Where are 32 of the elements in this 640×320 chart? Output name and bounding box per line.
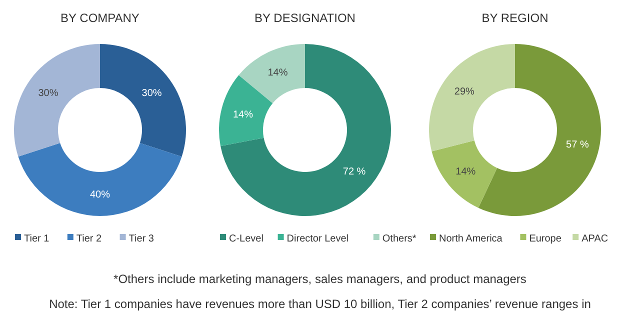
data-label: 40% [90, 190, 110, 200]
data-label: 14% [456, 166, 476, 178]
legend-label: Tier 1 [24, 234, 50, 244]
chart-title: BY COMPANY [60, 11, 140, 25]
donut-slice [432, 140, 498, 208]
legend-label: North America [439, 234, 503, 244]
data-label: 14% [268, 68, 288, 79]
data-label: 57 % [566, 139, 589, 150]
data-label: 72 % [342, 166, 366, 178]
donut-slice [14, 44, 100, 157]
chart-title: BY DESIGNATION [254, 11, 356, 25]
donut-slice [100, 44, 186, 157]
legend-label: C-Level [229, 234, 264, 244]
donut-slice [238, 44, 305, 104]
data-label: 29% [454, 86, 475, 98]
data-label: 30% [38, 88, 58, 99]
legend-label: Tier 3 [128, 234, 154, 244]
data-label: 30% [142, 88, 162, 99]
donut-slice [219, 75, 273, 146]
legend-label: Director Level [286, 234, 349, 244]
donut-slice [18, 142, 182, 216]
data-label: 14% [233, 110, 254, 121]
donut-slice [478, 44, 601, 216]
text: *Others include marketing managers, sales managers, and product managers [114, 272, 526, 286]
donut-slice [220, 44, 391, 216]
legend-label: Others* [382, 234, 416, 244]
legend-label: Europe [529, 234, 562, 244]
text: Note: Tier 1 companies have revenues more than USD 10 billion, Tier 2 companies’ revenue ranges in [49, 297, 591, 311]
legend-label: Tier 2 [76, 234, 102, 244]
chart-title: BY REGION [482, 11, 548, 25]
legend-label: APAC [582, 234, 608, 244]
donut-slice [429, 44, 515, 152]
